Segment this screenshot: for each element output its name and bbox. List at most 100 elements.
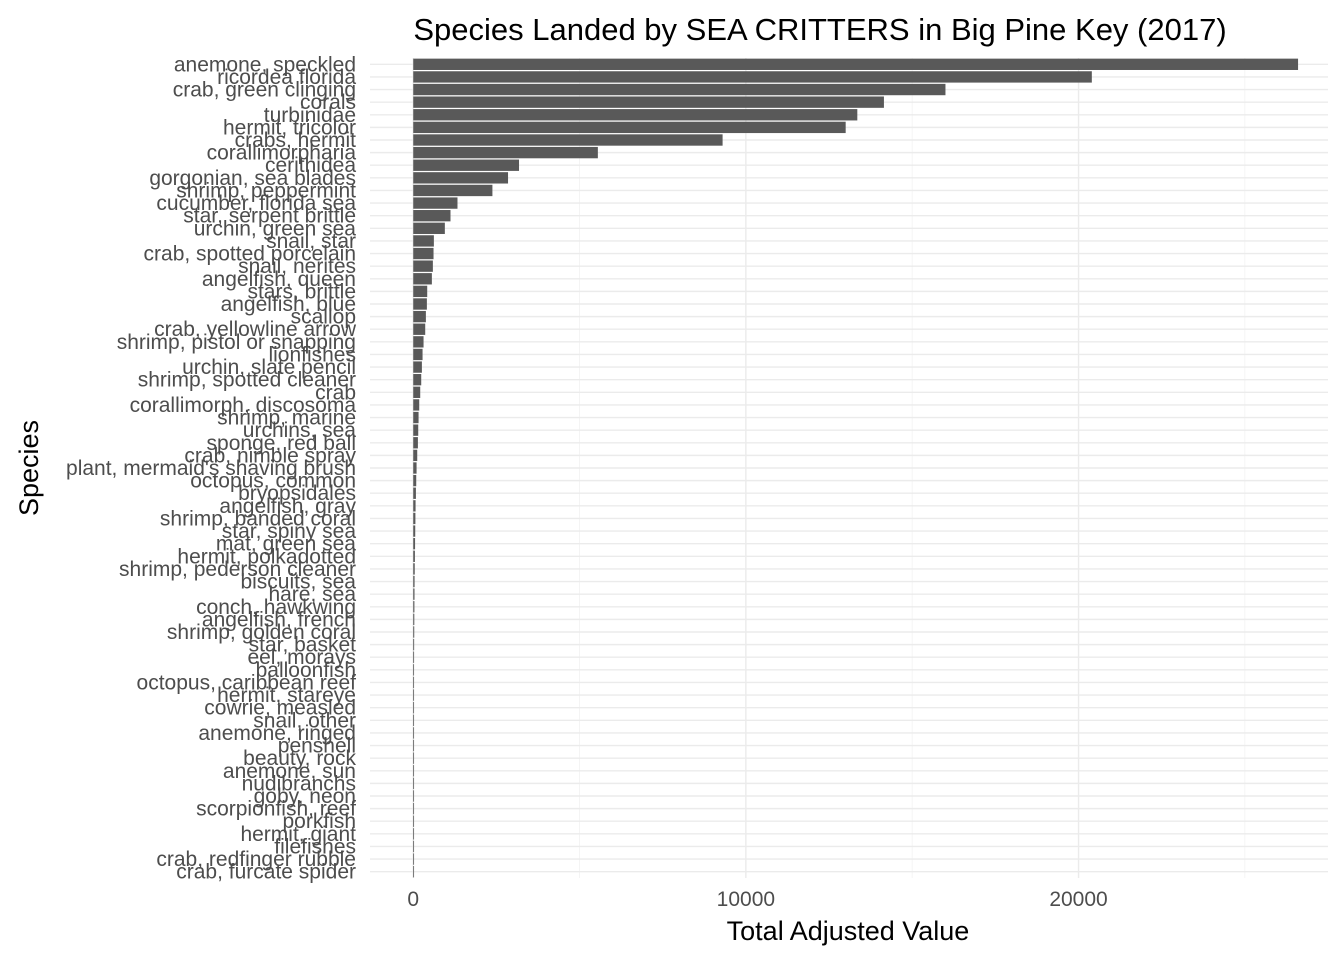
- bar: [413, 601, 415, 613]
- y-tick-label: shrimp, pistol or snapping: [117, 331, 356, 354]
- x-axis-title: Total Adjusted Value: [727, 916, 970, 946]
- y-tick-label: anemone, ringed: [198, 722, 356, 745]
- bar: [413, 689, 415, 701]
- y-tick-label: hare, sea: [268, 583, 356, 606]
- bar: [413, 159, 520, 171]
- y-tick-label: shrimp, spotted cleaner: [138, 369, 356, 392]
- y-tick-label: scorpionfish, reef: [196, 798, 356, 821]
- y-tick-label: shrimp, peppermint: [176, 179, 356, 202]
- bar: [413, 626, 415, 638]
- y-tick-label: scallop: [291, 306, 356, 329]
- bar: [413, 575, 415, 588]
- bars-layer: [413, 58, 1299, 878]
- y-tick-label: bryopsidales: [238, 482, 356, 505]
- bar: [413, 285, 428, 298]
- bar: [413, 651, 415, 663]
- y-tick-label: sponge, red ball: [207, 432, 356, 455]
- bar: [413, 298, 427, 310]
- y-tick-label: corals: [300, 91, 356, 114]
- bar: [413, 235, 434, 247]
- y-tick-label: corallimorpharia: [207, 142, 357, 165]
- y-tick-label: angelfish, blue: [221, 293, 356, 316]
- bar: [413, 664, 415, 676]
- y-tick-label: stars, brittle: [247, 280, 356, 303]
- y-tick-label: corallimorph, discosoma: [130, 394, 357, 417]
- y-tick-label: angelfish, queen: [202, 268, 356, 291]
- y-tick-label: hermit, giant: [240, 823, 356, 846]
- bar: [413, 752, 415, 764]
- bar: [413, 802, 415, 815]
- y-tick-label: star, spiny sea: [222, 520, 357, 543]
- bar: [413, 765, 415, 777]
- y-tick-label: balloonfish: [256, 659, 356, 682]
- bar: [413, 777, 415, 790]
- bar: [413, 474, 417, 487]
- y-tick-label: urchin, slate pencil: [182, 356, 356, 379]
- bar: [413, 550, 415, 562]
- bar: [413, 538, 416, 550]
- x-tick-label: 10000: [717, 888, 775, 911]
- y-tick-label: crab, redfinger rubble: [156, 848, 356, 871]
- y-tick-label: mat, green sea: [216, 533, 356, 556]
- bar: [413, 374, 422, 386]
- bar: [413, 424, 419, 436]
- y-tick-label: anemone, speckled: [174, 53, 356, 76]
- y-tick-label: penshell: [278, 735, 356, 758]
- bar: [413, 323, 426, 335]
- bar: [413, 210, 451, 222]
- bar: [413, 222, 445, 234]
- y-tick-label: octopus, caribbean reef: [137, 671, 357, 694]
- bar: [413, 134, 723, 146]
- bar: [413, 399, 420, 411]
- y-tick-label: cucumber, florida sea: [156, 192, 356, 215]
- y-tick-label: angelfish, gray: [219, 495, 356, 518]
- bar: [413, 866, 415, 878]
- y-tick-label: biscuits, sea: [240, 571, 356, 594]
- y-tick-label: shrimp, banded coral: [160, 507, 356, 530]
- bar: [413, 512, 416, 525]
- y-tick-label: angelfish, french: [202, 608, 356, 631]
- bar: [413, 260, 433, 272]
- y-tick-label: urchins, sea: [243, 419, 357, 442]
- bar: [413, 449, 418, 462]
- bar: [413, 462, 417, 474]
- y-tick-label: gorgonian, sea blades: [149, 167, 356, 190]
- bar: [413, 348, 423, 361]
- y-tick-label: anemone, sun: [223, 760, 356, 783]
- y-tick-label: beauty, rock: [243, 747, 356, 770]
- y-tick-label: goby, neon: [254, 785, 356, 808]
- bar: [413, 853, 415, 865]
- y-tick-label: shrimp, pederson cleaner: [119, 558, 356, 581]
- y-tick-label: lionfishes: [268, 343, 356, 366]
- grid-layer: [370, 58, 1328, 878]
- y-tick-label: turbinidae: [264, 104, 356, 127]
- y-tick-label: nudibranchs: [242, 772, 356, 795]
- bar: [413, 109, 858, 121]
- y-tick-label: porkfish: [282, 810, 356, 833]
- bar: [413, 273, 432, 285]
- bar: [413, 676, 415, 689]
- y-tick-label: ricordea florida: [217, 66, 356, 89]
- bar: [413, 71, 1092, 83]
- bar: [413, 815, 415, 827]
- bar: [413, 613, 415, 626]
- y-tick-label: crab: [315, 381, 356, 404]
- x-tick-label: 0: [407, 888, 419, 911]
- y-tick-label: star, serpent brittle: [183, 205, 356, 228]
- bar: [413, 96, 884, 108]
- y-tick-label: plant, mermaid's shaving brush: [66, 457, 356, 480]
- y-tick-label: filefishes: [274, 835, 356, 858]
- bar: [413, 336, 424, 348]
- bar: [413, 702, 415, 714]
- bar: [413, 247, 434, 260]
- y-tick-label: octopus, common: [190, 470, 356, 493]
- y-tick-label: hermit, stareye: [217, 684, 356, 707]
- bar: [413, 500, 416, 512]
- bar: [413, 739, 415, 752]
- y-tick-label: conch, hawkwing: [196, 596, 356, 619]
- y-tick-label: shrimp, golden coral: [167, 621, 356, 644]
- bar: [413, 840, 415, 853]
- y-tick-label: star, basket: [249, 634, 357, 657]
